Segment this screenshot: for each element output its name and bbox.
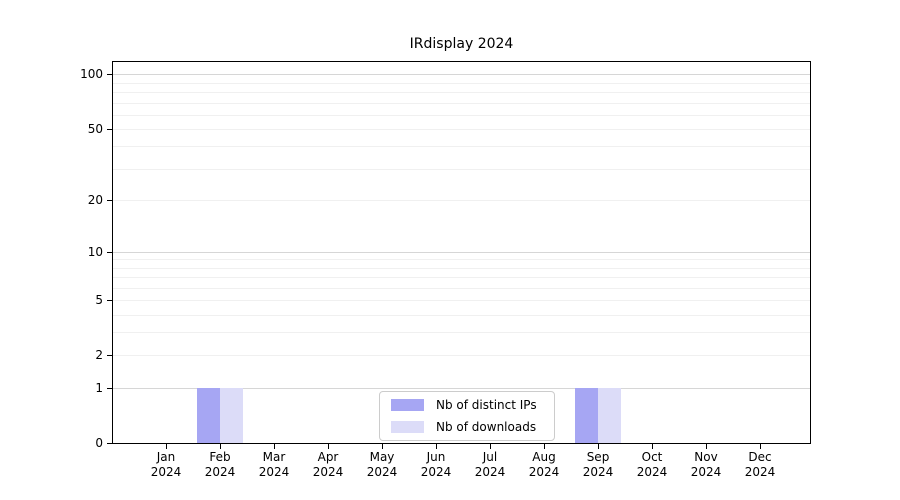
gridline-minor (113, 168, 810, 170)
gridline-minor (113, 82, 810, 84)
gridline-minor (113, 146, 810, 148)
gridline-major (113, 74, 810, 76)
y-tick-label: 20 (87, 192, 103, 207)
x-tick (166, 444, 167, 449)
legend-entry: Nb of downloads (388, 420, 546, 434)
x-tick (706, 444, 707, 449)
legend-label: Nb of downloads (436, 420, 537, 434)
y-tick (107, 74, 112, 76)
gridline-minor (113, 92, 810, 93)
x-tick (652, 444, 653, 449)
bar-nb-of-distinct-ips (197, 387, 220, 443)
x-tick-label: Sep 2024 (582, 450, 614, 479)
gridline-minor (113, 314, 810, 316)
x-tick-label: Apr 2024 (312, 450, 344, 479)
y-tick-label: 1 (95, 380, 103, 395)
y-tick (107, 129, 112, 130)
gridline-minor (113, 276, 810, 278)
legend-swatch (391, 399, 424, 411)
y-tick (107, 355, 112, 357)
bar-nb-of-downloads (220, 387, 243, 443)
gridline-major (113, 251, 810, 253)
chart-title: IRdisplay 2024 (409, 36, 514, 52)
y-tick (107, 387, 112, 389)
bar-nb-of-downloads (598, 387, 621, 443)
plot-area (112, 61, 811, 444)
gridline-minor (113, 114, 810, 116)
legend: Nb of distinct IPs Nb of downloads (379, 391, 555, 441)
x-tick-label: Jan 2024 (150, 450, 182, 479)
gridline-minor (113, 267, 810, 269)
gridline-minor (113, 129, 810, 130)
gridline-major (113, 387, 810, 389)
gridline-minor (113, 355, 810, 357)
x-tick (328, 444, 329, 449)
legend-swatch (391, 421, 424, 433)
x-tick (436, 444, 437, 449)
gridline-minor (113, 102, 810, 104)
x-tick (598, 444, 599, 449)
x-tick-label: Oct 2024 (636, 450, 668, 479)
y-tick (107, 199, 112, 201)
x-tick-label: Jul 2024 (474, 450, 506, 479)
x-tick-label: May 2024 (366, 450, 398, 479)
x-tick-label: Jun 2024 (420, 450, 452, 479)
y-tick (107, 443, 112, 444)
x-tick (544, 444, 545, 449)
x-tick (490, 444, 491, 449)
y-tick-label: 10 (87, 244, 103, 259)
gridline-minor (113, 332, 810, 334)
gridline-minor (113, 287, 810, 289)
gridline-minor (113, 299, 810, 301)
y-tick (107, 251, 112, 253)
y-tick-label: 0 (95, 436, 103, 450)
y-tick-label: 5 (95, 292, 103, 307)
x-tick-label: Dec 2024 (744, 450, 776, 479)
y-tick (107, 299, 112, 301)
x-tick-label: Aug 2024 (528, 450, 560, 479)
y-tick-label: 100 (80, 67, 103, 82)
bar-nb-of-distinct-ips (575, 387, 598, 443)
x-tick (382, 444, 383, 449)
x-tick-label: Feb 2024 (204, 450, 236, 479)
legend-label: Nb of distinct IPs (436, 398, 537, 412)
y-tick-label: 50 (87, 122, 103, 136)
y-tick-label: 2 (95, 348, 103, 363)
gridline-minor (113, 259, 810, 261)
legend-entry: Nb of distinct IPs (388, 398, 546, 412)
x-tick (220, 444, 221, 449)
x-tick-label: Mar 2024 (258, 450, 290, 479)
x-tick (760, 444, 761, 449)
x-tick-label: Nov 2024 (690, 450, 722, 479)
x-tick (274, 444, 275, 449)
gridline-minor (113, 199, 810, 201)
